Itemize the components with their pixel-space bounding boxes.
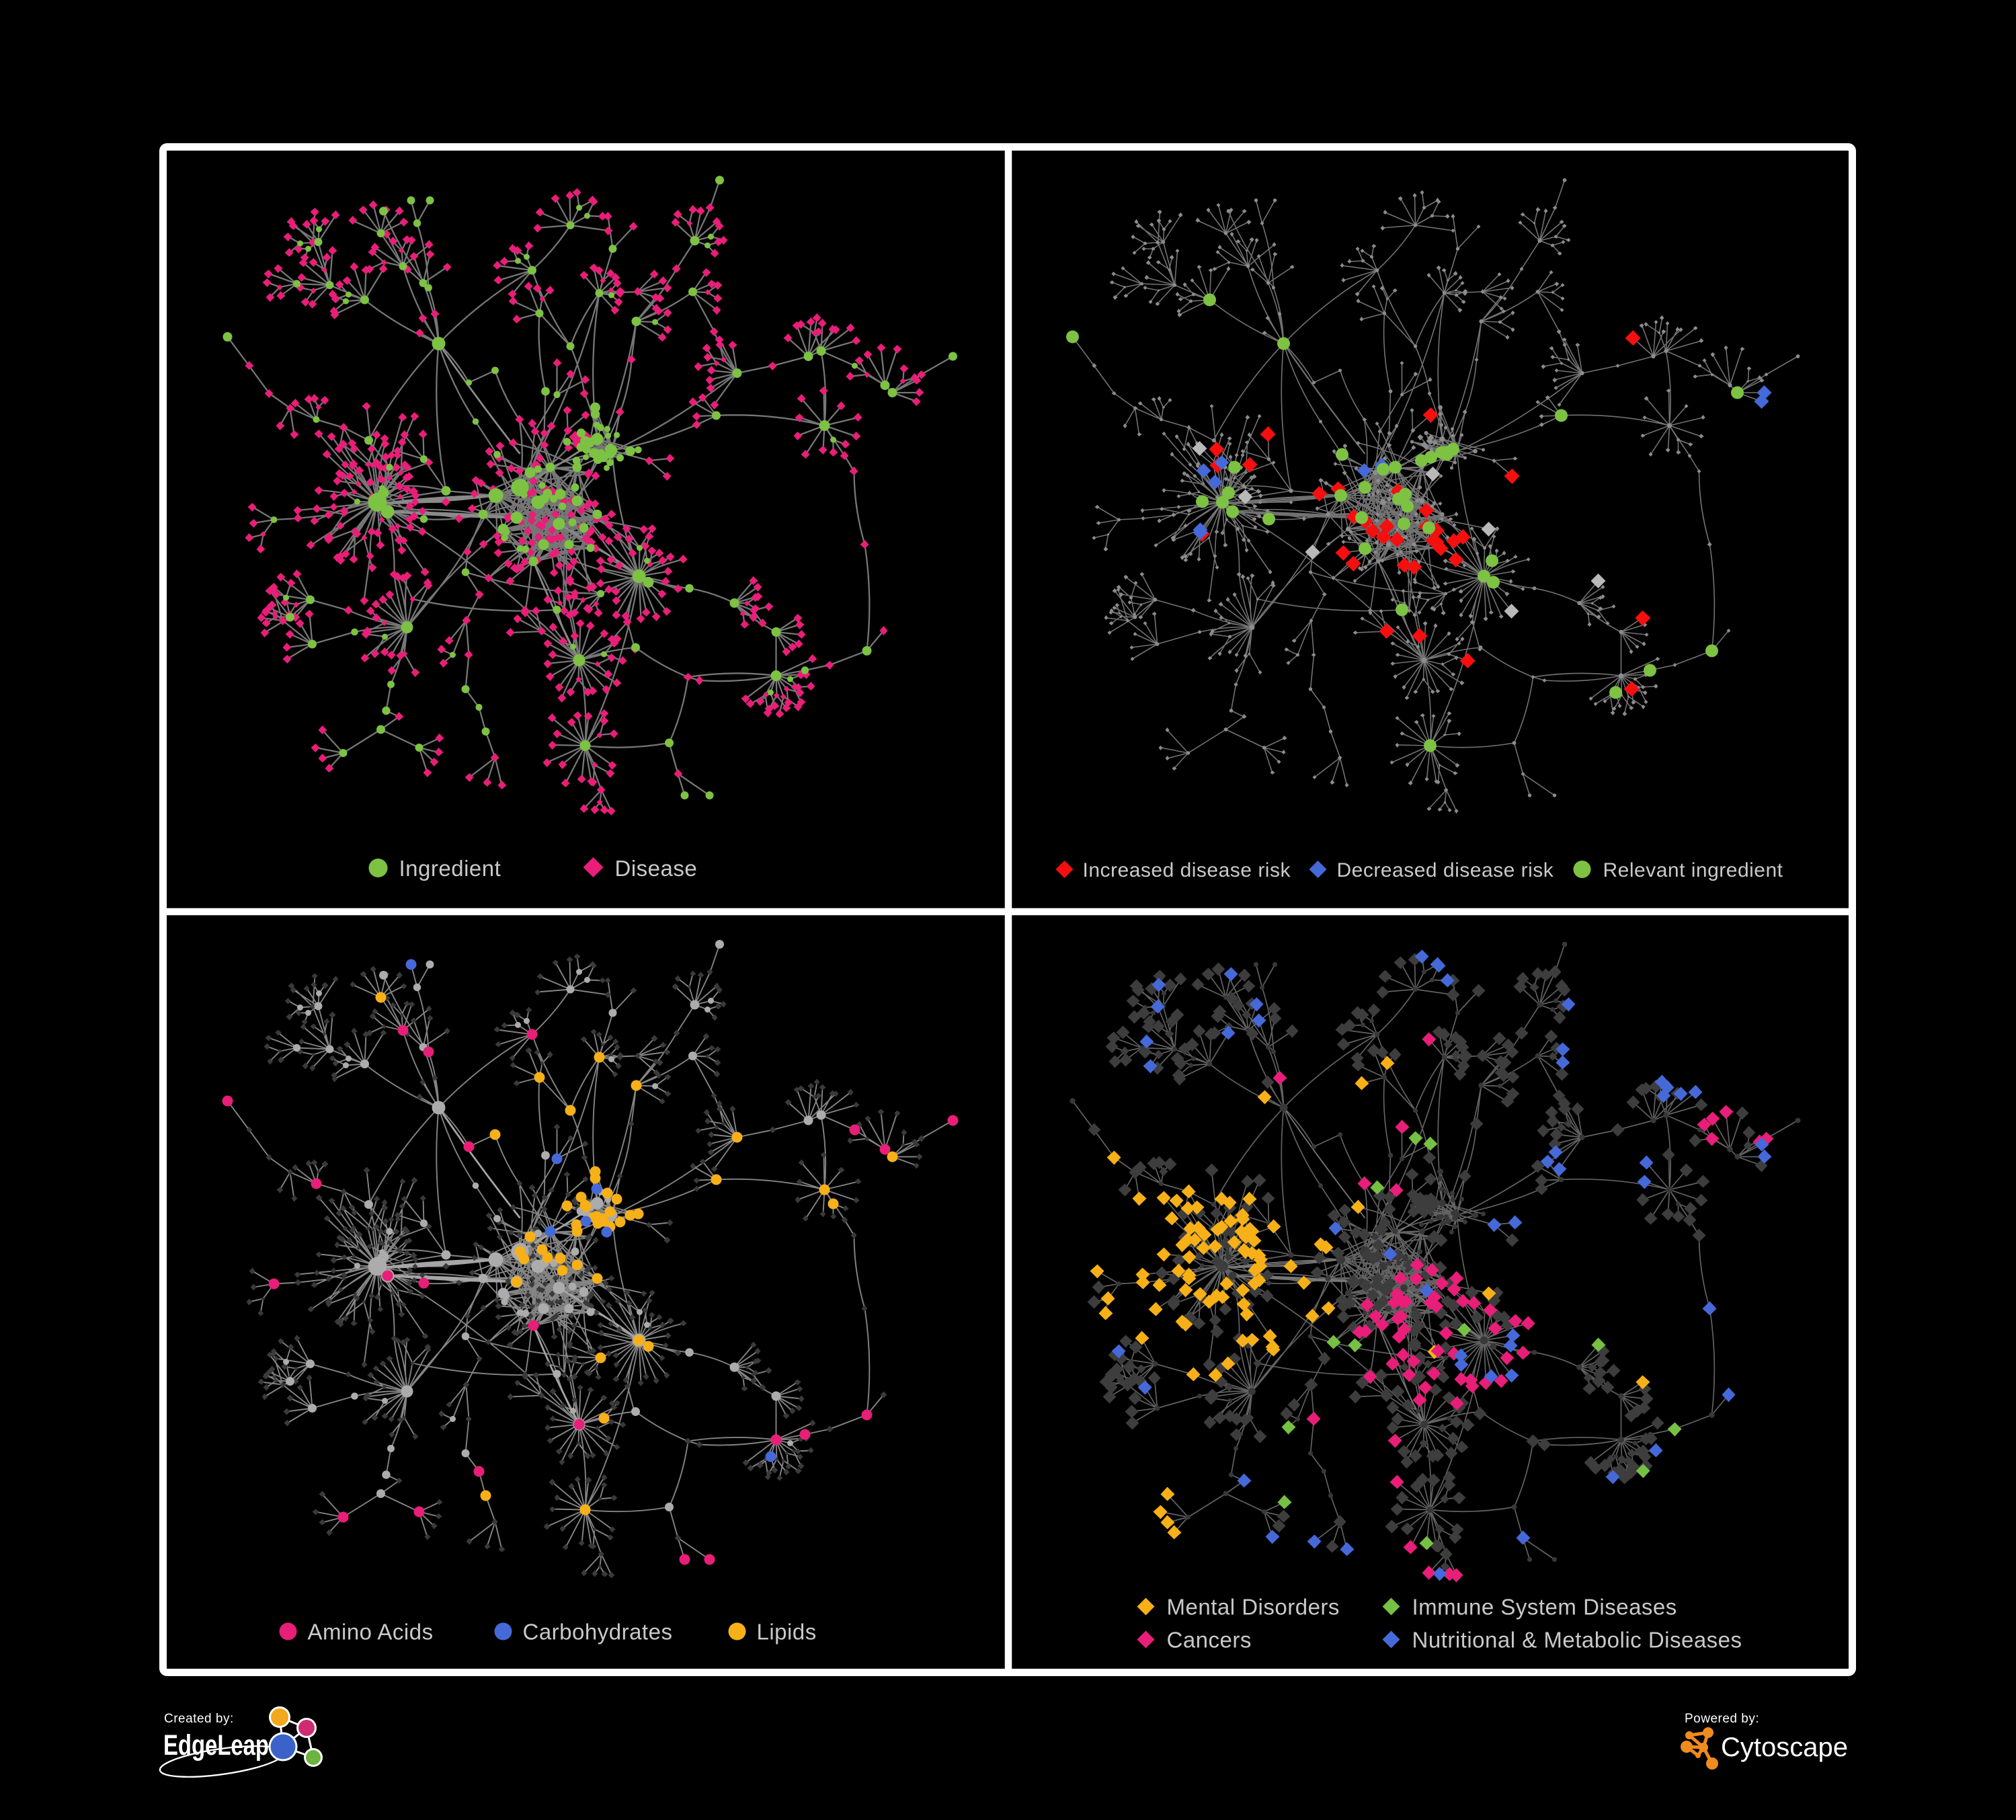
svg-text:Powered by:: Powered by: bbox=[1685, 1712, 1759, 1726]
svg-text:Immune System Diseases: Immune System Diseases bbox=[1412, 1595, 1677, 1620]
svg-text:Lipids: Lipids bbox=[757, 1620, 817, 1645]
svg-text:Disease: Disease bbox=[615, 856, 698, 881]
svg-text:Decreased disease risk: Decreased disease risk bbox=[1337, 859, 1554, 881]
svg-text:Amino Acids: Amino Acids bbox=[308, 1620, 434, 1645]
svg-text:Carbohydrates: Carbohydrates bbox=[523, 1620, 673, 1645]
svg-text:Cancers: Cancers bbox=[1167, 1628, 1252, 1653]
svg-text:Mental Disorders: Mental Disorders bbox=[1167, 1595, 1340, 1620]
svg-text:Created by:: Created by: bbox=[164, 1712, 234, 1726]
svg-text:Increased disease risk: Increased disease risk bbox=[1083, 859, 1291, 881]
svg-text:Nutritional & Metabolic Diseas: Nutritional & Metabolic Diseases bbox=[1412, 1628, 1742, 1653]
svg-text:Cytoscape: Cytoscape bbox=[1721, 1733, 1848, 1762]
svg-text:Relevant ingredient: Relevant ingredient bbox=[1603, 859, 1783, 881]
svg-text:Ingredient: Ingredient bbox=[399, 856, 501, 881]
svg-text:EdgeLeap: EdgeLeap bbox=[163, 1729, 269, 1762]
